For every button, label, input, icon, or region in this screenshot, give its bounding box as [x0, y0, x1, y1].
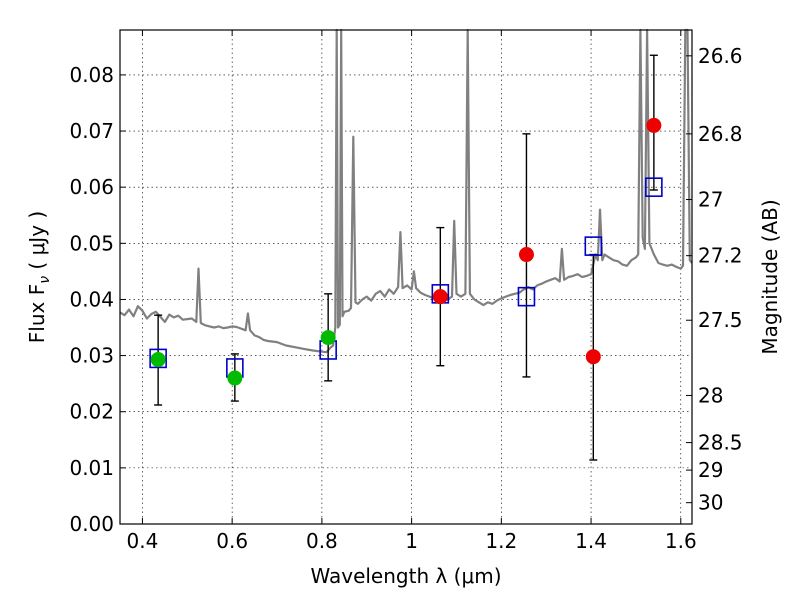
x-tick-label: 1.2 [485, 529, 517, 553]
axes [119, 29, 693, 525]
y-tick-label: 0.00 [69, 512, 114, 536]
y-axis-label-group: Flux Fν ( μJy ) [25, 211, 53, 343]
model-point [517, 286, 536, 307]
errorbars [154, 54, 658, 461]
nir-point [646, 117, 662, 133]
model-point [149, 348, 167, 369]
tick-labels: 0.4 0.6 0.8 1 1.2 1.4 1.6 0.00 0.01 0.02 0.03 0.04 0… [69, 44, 742, 553]
y2-tick-label: 27.2 [698, 244, 743, 268]
plot-frame [119, 29, 693, 525]
y2-tick-label: 29 [698, 458, 723, 482]
spectrum-line [119, 28, 693, 354]
optical-point [150, 352, 166, 368]
gridlines [120, 30, 692, 524]
spectrum-series [119, 28, 693, 354]
optical-point [227, 370, 243, 386]
y-tick-label: 0.06 [69, 175, 114, 199]
x-tick-label: 1 [405, 529, 418, 553]
x-tick-label: 0.4 [127, 529, 159, 553]
y2-axis-label: Magnitude (AB) [758, 199, 782, 354]
y2-tick-label: 26.8 [698, 122, 743, 146]
x-tick-label: 0.8 [306, 529, 338, 553]
y-tick-label: 0.01 [69, 456, 114, 480]
model-point [584, 236, 603, 256]
y-tick-label: 0.04 [69, 287, 114, 311]
y-axis-label: Flux Fν ( μJy ) [25, 211, 53, 343]
y2-tick-label: 30 [698, 491, 723, 515]
model-point [645, 177, 663, 197]
x-tick-label: 0.6 [216, 529, 248, 553]
y2-axis-label-group: Magnitude (AB) [758, 199, 782, 354]
nir-point [432, 289, 448, 305]
y-axis-label-units: ( μJy ) [25, 211, 49, 276]
model-points [149, 177, 663, 378]
x-tick-label: 1.4 [575, 529, 607, 553]
nir-point [518, 247, 534, 263]
observed-points [150, 117, 662, 386]
y2-tick-label: 27.5 [698, 308, 743, 332]
y-tick-label: 0.07 [69, 119, 114, 143]
y-axis-label-subscript: ν [37, 276, 53, 284]
y2-tick-label: 28.5 [698, 431, 743, 455]
y-tick-label: 0.08 [69, 63, 114, 87]
y-tick-label: 0.03 [69, 344, 114, 368]
y-tick-label: 0.02 [69, 400, 114, 424]
y2-tick-label: 28 [698, 383, 723, 407]
x-tick-label: 1.6 [665, 529, 697, 553]
y-axis-label-main: Flux F [25, 284, 49, 343]
nir-point [585, 349, 601, 365]
y2-tick-label: 27 [698, 188, 723, 212]
y-tick-label: 0.05 [69, 231, 114, 255]
x-axis-label: Wavelength λ (μm) [310, 564, 501, 588]
y2-tick-label: 26.6 [698, 44, 743, 68]
optical-point [320, 330, 336, 346]
